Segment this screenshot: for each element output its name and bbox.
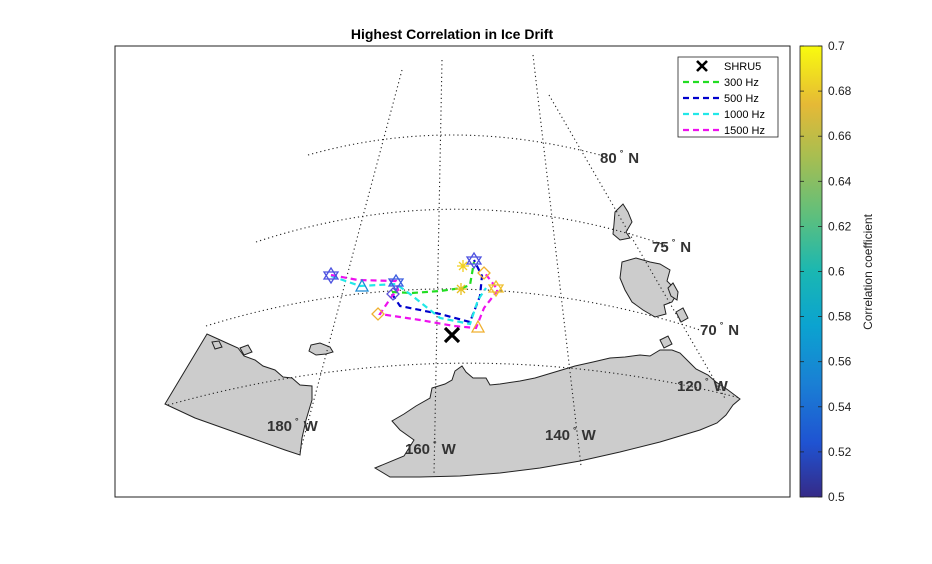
island-tiny-w2 (211, 340, 223, 350)
land-masses (164, 203, 741, 478)
marker-triangle (470, 319, 486, 333)
colorbar-tick-label: 0.56 (828, 355, 852, 369)
legend-label-500hz: 500 Hz (724, 93, 759, 105)
parallel-75n (255, 208, 666, 246)
lat-label-70n: 70 ° N (700, 320, 739, 339)
lon-label-140w: 140 ° W (545, 425, 597, 444)
colorbar-tick-label: 0.7 (828, 39, 845, 53)
marker-star (322, 266, 340, 285)
marker-plus (455, 283, 467, 295)
marker-star (465, 251, 483, 270)
siberia-landmass (164, 333, 313, 456)
correlation-markers (322, 251, 505, 333)
arctic-island-large (619, 257, 679, 318)
marker-diamond (477, 266, 491, 280)
marker-diamond (386, 287, 400, 301)
legend-item-1500hz: 1500 Hz (683, 125, 765, 137)
island-tiny-w1 (239, 344, 253, 356)
meridian-160w (433, 59, 443, 475)
meridian-140w (532, 54, 582, 467)
legend-label-300hz: 300 Hz (724, 77, 759, 89)
colorbar-label: Correlation coefficient (861, 213, 875, 330)
lon-label-160w: 160 ° W (405, 439, 457, 458)
shru5-marker (443, 326, 461, 344)
legend-item-1000hz: 1000 Hz (683, 109, 765, 121)
island-small-west (308, 342, 334, 356)
colorbar-ticks: 0.7 0.68 0.66 0.64 0.62 0.6 0.58 0.56 0.54 0.52 0.… (800, 39, 852, 504)
lon-label-180w: 180 ° W (267, 416, 319, 435)
arctic-island-north (612, 203, 633, 241)
parallel-65n (167, 362, 741, 406)
track-1500hz (330, 271, 500, 330)
legend-item-500hz: 500 Hz (683, 93, 759, 105)
arctic-island-southeast (675, 307, 689, 323)
colorbar-tick-label: 0.64 (828, 174, 852, 188)
colorbar-tick-label: 0.52 (828, 445, 852, 459)
legend-label-1000hz: 1000 Hz (724, 109, 765, 121)
track-300hz (391, 261, 476, 295)
marker-diamond (371, 307, 385, 321)
colorbar-tick-label: 0.54 (828, 400, 852, 414)
latitude-labels: 80 ° N 75 ° N 70 ° N (600, 148, 739, 339)
parallel-70n (205, 288, 701, 331)
marker-star (487, 279, 505, 298)
arctic-island-east (667, 282, 679, 301)
drift-tracks (330, 259, 500, 330)
legend-symbol-shru5 (696, 60, 708, 72)
legend-item-shru5: SHRU5 (696, 60, 761, 73)
axes-frame (114, 45, 791, 498)
legend-item-300hz: 300 Hz (683, 77, 759, 89)
lat-label-80n: 80 ° N (600, 148, 639, 167)
colorbar-tick-label: 0.6 (828, 265, 845, 279)
colorbar-tick-label: 0.5 (828, 490, 845, 504)
legend-label-shru5: SHRU5 (724, 61, 761, 73)
colorbar-tick-label: 0.68 (828, 84, 852, 98)
colorbar-tick-label: 0.62 (828, 219, 852, 233)
marker-star (387, 273, 405, 292)
legend-label-1500hz: 1500 Hz (724, 125, 765, 137)
marker-triangle (354, 278, 370, 292)
graticule (167, 54, 741, 475)
colorbar-tick-label: 0.66 (828, 129, 852, 143)
longitude-labels: 180 ° W 160 ° W 140 ° W 120 ° W (267, 376, 729, 458)
arctic-island-coast-e (659, 335, 673, 349)
track-1000hz (330, 274, 487, 326)
marker-plus (457, 260, 469, 272)
lat-label-75n: 75 ° N (652, 237, 691, 256)
meridian-180w (299, 69, 403, 453)
colorbar-tick-label: 0.58 (828, 310, 852, 324)
alaska-landmass (373, 349, 741, 478)
lon-label-120w: 120 ° W (677, 376, 729, 395)
legend: SHRU5 300 Hz 500 Hz 1000 Hz 1500 Hz (677, 56, 779, 138)
colorbar: 0.7 0.68 0.66 0.64 0.62 0.6 0.58 0.56 0.54 0.52 0.… (799, 39, 875, 504)
parallel-80n (307, 134, 601, 156)
map-title: Highest Correlation in Ice Drift (351, 26, 554, 42)
meridian-120w (548, 94, 727, 401)
track-500hz (391, 259, 484, 324)
